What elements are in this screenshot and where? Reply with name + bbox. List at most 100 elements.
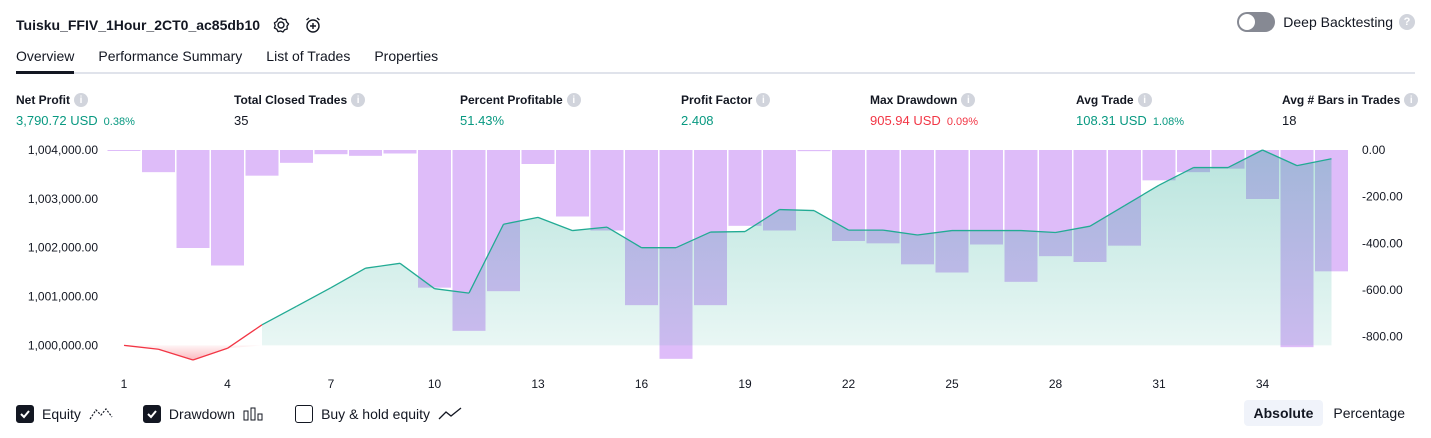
drawdown-checkbox[interactable]: Drawdown <box>142 405 265 423</box>
stat-value: 35 <box>234 113 249 128</box>
equity-line-segment <box>1020 229 1056 234</box>
y-left-tick-label: 1,004,000.00 <box>28 143 98 157</box>
equity-line-segment <box>1089 205 1125 227</box>
equity-line-segment <box>1296 158 1332 167</box>
equity-line-segment <box>744 209 780 233</box>
stat-percent-profitable: Percent Profitable i 51.43% <box>460 93 581 128</box>
drawdown-bar <box>211 150 244 266</box>
bar-chart-icon <box>243 407 265 421</box>
info-icon[interactable]: i <box>961 93 976 107</box>
equity-area <box>262 150 1332 346</box>
equity-line-segment <box>330 267 366 289</box>
checkbox-checked-icon <box>16 405 34 423</box>
stat-avg-trade: Avg Trade i 108.31 USD 1.08% <box>1076 93 1184 128</box>
equity-line-segment <box>779 208 815 212</box>
drawdown-bar <box>314 150 348 155</box>
equity-line-segment <box>123 344 159 350</box>
checkbox-checked-icon <box>142 405 161 423</box>
equity-line-segment <box>365 262 401 269</box>
tab-overview[interactable]: Overview <box>16 48 75 74</box>
stat-label: Avg # Bars in Trades <box>1282 93 1401 107</box>
tab-properties[interactable]: Properties <box>374 48 439 64</box>
add-alert-icon[interactable] <box>302 14 324 36</box>
info-icon[interactable]: i <box>351 93 366 107</box>
equity-line-segment <box>1055 225 1091 234</box>
value-mode-switch: Absolute Percentage <box>1243 400 1416 426</box>
help-icon[interactable]: ? <box>1399 14 1415 30</box>
x-tick-label: 22 <box>842 377 856 391</box>
equity-line-segment <box>572 226 608 232</box>
equity-line-segment <box>158 348 194 361</box>
equity-line-segment <box>813 209 849 231</box>
x-tick-label: 31 <box>1152 377 1166 391</box>
x-tick-label: 4 <box>224 377 231 391</box>
deep-backtesting-toggle[interactable] <box>1237 12 1276 32</box>
deep-backtesting-label: Deep Backtesting <box>1283 14 1393 30</box>
x-tick-label: 10 <box>428 377 442 391</box>
info-icon[interactable]: i <box>74 93 88 107</box>
stat-max-drawdown: Max Drawdown i 905.94 USD 0.09% <box>870 93 978 128</box>
tab-list-of-trades[interactable]: List of Trades <box>266 48 351 64</box>
buy-hold-label: Buy & hold equity <box>321 406 431 422</box>
equity-line-segment <box>1124 184 1160 207</box>
equity-drawdown-chart[interactable]: 1,004,000.00 1,003,000.00 1,002,000.00 1,00… <box>0 140 1431 395</box>
drawdown-bar <box>521 150 555 164</box>
y-left-tick-label: 1,003,000.00 <box>28 192 98 206</box>
x-tick-label: 7 <box>328 377 335 391</box>
stat-total-closed-trades: Total Closed Trades i 35 <box>234 93 366 128</box>
x-tick-label: 16 <box>635 377 649 391</box>
drawdown-bar <box>176 150 210 248</box>
equity-line-segment <box>675 231 711 249</box>
equity-line-segment <box>227 324 263 349</box>
x-tick-label: 1 <box>121 377 128 391</box>
drawdown-bar <box>280 150 313 163</box>
stat-net-profit: Net Profit i 3,790.72 USD 0.38% <box>16 93 135 128</box>
y-right-tick-label: 0.00 <box>1362 143 1386 157</box>
drawdown-bar <box>245 150 279 176</box>
stat-value: 2.408 <box>681 113 714 128</box>
settings-icon[interactable] <box>270 14 292 36</box>
drawdown-bar <box>1142 150 1176 181</box>
drawdown-bar <box>728 150 762 226</box>
stat-label: Avg Trade <box>1076 93 1134 107</box>
deep-backtesting: Deep Backtesting ? <box>1237 12 1415 32</box>
y-left-tick-label: 1,002,000.00 <box>28 241 98 255</box>
info-icon[interactable]: i <box>1137 93 1152 107</box>
strategy-title: Tuisku_FFIV_1Hour_2CT0_ac85db10 <box>16 17 261 33</box>
info-icon[interactable]: i <box>756 93 771 107</box>
drawdown-bar <box>797 150 831 152</box>
x-tick-label: 13 <box>531 377 545 391</box>
drawdown-bar <box>418 150 451 288</box>
stat-value: 51.43% <box>460 113 505 128</box>
tab-performance-summary[interactable]: Performance Summary <box>98 48 243 64</box>
x-tick-label: 25 <box>945 377 959 391</box>
chart-footer: Equity Drawdown Buy & hold equity Absolu… <box>16 400 1416 426</box>
drawdown-bar <box>349 150 382 156</box>
stat-percent: 0.38% <box>103 116 135 128</box>
equity-line-segment <box>537 216 573 232</box>
line-chart-icon <box>89 407 113 421</box>
buy-hold-checkbox[interactable]: Buy & hold equity <box>295 405 462 423</box>
equity-checkbox[interactable]: Equity <box>16 405 113 423</box>
drawdown-bar <box>866 150 900 244</box>
report-tabs: Overview Performance Summary List of Tra… <box>16 48 1415 74</box>
stat-percent: 1.08% <box>1152 116 1185 128</box>
drawdown-bar <box>383 150 417 154</box>
mode-percentage-button[interactable]: Percentage <box>1333 405 1405 421</box>
strategy-header: Tuisku_FFIV_1Hour_2CT0_ac85db10 Deep Bac… <box>16 12 1415 38</box>
trend-line-icon <box>438 407 462 421</box>
equity-line-segment <box>1158 167 1194 186</box>
mode-absolute-button[interactable]: Absolute <box>1243 400 1324 426</box>
stat-label: Net Profit <box>16 93 70 107</box>
x-tick-label: 19 <box>738 377 752 391</box>
stat-avg-bars-in-trades: Avg # Bars in Trades i 18 <box>1282 93 1419 128</box>
info-icon[interactable]: i <box>566 93 581 107</box>
x-tick-label: 28 <box>1049 377 1063 391</box>
equity-line-segment <box>468 223 505 294</box>
equity-label: Equity <box>42 406 81 422</box>
stat-value: 905.94 USD <box>870 113 941 128</box>
info-icon[interactable]: i <box>1404 93 1419 107</box>
y-right-tick-label: -200.00 <box>1362 190 1403 204</box>
drawdown-bar <box>590 150 624 231</box>
stats-row: Net Profit i 3,790.72 USD 0.38% Total Clos… <box>16 93 1419 133</box>
